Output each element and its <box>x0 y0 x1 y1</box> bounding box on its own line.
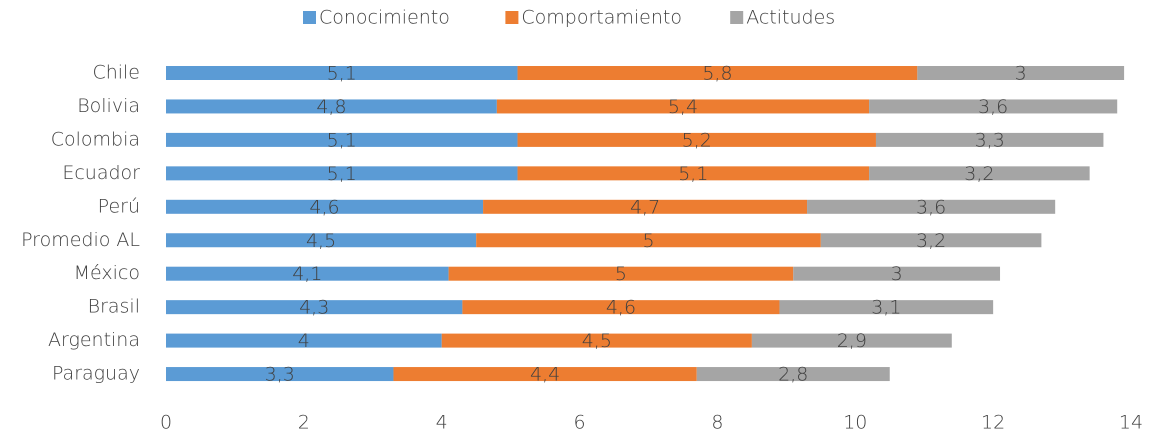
bar-segment <box>869 99 1118 114</box>
bar-segment <box>696 367 890 382</box>
bar-segment <box>441 333 752 348</box>
bar-segment <box>820 233 1042 248</box>
legend-swatch <box>730 11 744 24</box>
data-label: 4 <box>298 330 310 352</box>
bar-segment <box>517 66 918 80</box>
bar-segment <box>793 266 1001 281</box>
bar-segment <box>779 300 994 315</box>
legend-label: Conocimiento <box>319 7 450 29</box>
bar-segment <box>875 132 1104 147</box>
bar-segment <box>751 333 952 348</box>
bar-segment <box>166 266 449 281</box>
data-label: 4,5 <box>306 230 336 252</box>
y-tick-label: Paraguay <box>52 363 140 385</box>
x-tick-label: 6 <box>574 412 586 434</box>
y-tick-label: Brasil <box>88 296 140 318</box>
bar-segment <box>517 132 876 147</box>
data-label: 4,6 <box>606 297 636 319</box>
x-tick-label: 0 <box>160 412 172 434</box>
data-label: 5,1 <box>327 63 357 85</box>
bar-segment <box>496 99 870 114</box>
data-label: 5 <box>615 263 627 285</box>
data-label: 5,1 <box>327 129 357 151</box>
data-label: 3,3 <box>975 129 1005 151</box>
data-label: 3 <box>891 263 903 285</box>
bar-segment <box>166 333 442 348</box>
y-tick-label: Bolivia <box>77 95 140 117</box>
bar-segment <box>166 99 497 114</box>
data-label: 5 <box>642 230 654 252</box>
data-label: 5,1 <box>327 163 357 185</box>
bar-segment <box>517 166 870 181</box>
bar-segment <box>166 132 518 147</box>
data-label: 3,1 <box>871 297 901 319</box>
bar-segment <box>483 199 808 214</box>
y-tick-label: Chile <box>92 62 140 84</box>
y-tick-label: Colombia <box>51 128 140 150</box>
data-label: 3 <box>1015 63 1027 85</box>
legend-label: Actitudes <box>746 7 835 29</box>
data-label: 3,2 <box>916 230 946 252</box>
bar-segment <box>448 266 794 281</box>
x-tick-label: 4 <box>436 412 448 434</box>
x-tick-label: 10 <box>843 412 867 434</box>
legend-swatch <box>303 11 316 24</box>
y-tick-label: Promedio AL <box>21 229 140 251</box>
y-tick-label: Perú <box>98 195 140 217</box>
data-label: 4,4 <box>530 364 560 386</box>
data-label: 3,6 <box>916 196 946 218</box>
data-label: 4,3 <box>299 297 329 319</box>
data-label: 3,6 <box>978 96 1008 118</box>
legend-label: Comportamiento <box>521 7 682 29</box>
x-tick-label: 2 <box>298 412 310 434</box>
bar-segment <box>166 166 518 181</box>
y-tick-label: México <box>74 262 140 284</box>
bar-segment <box>917 66 1125 80</box>
data-label: 4,7 <box>630 196 660 218</box>
data-label: 5,2 <box>682 129 712 151</box>
data-label: 4,1 <box>292 263 322 285</box>
data-label: 4,5 <box>582 330 612 352</box>
bar-segment <box>166 66 518 80</box>
data-label: 2,9 <box>837 330 867 352</box>
bar-segment <box>869 166 1090 181</box>
x-tick-label: 14 <box>1119 412 1143 434</box>
bar-segment <box>166 233 477 248</box>
bar-segment <box>166 367 394 382</box>
data-label: 3,3 <box>265 364 295 386</box>
data-label: 2,8 <box>778 364 808 386</box>
x-tick-label: 8 <box>711 412 723 434</box>
legend-swatch <box>505 11 519 24</box>
data-label: 4,6 <box>309 196 339 218</box>
bar-segment <box>476 233 821 248</box>
data-label: 4,8 <box>316 96 346 118</box>
data-label: 5,4 <box>668 96 698 118</box>
bar-segment <box>807 199 1056 214</box>
bar-segment <box>166 199 484 214</box>
data-label: 5,1 <box>678 163 708 185</box>
bar-segment <box>393 367 697 382</box>
bar-segment <box>462 300 780 315</box>
data-label: 3,2 <box>964 163 994 185</box>
x-tick-label: 12 <box>981 412 1005 434</box>
bar-segment <box>166 300 463 315</box>
y-tick-label: Argentina <box>48 329 140 351</box>
data-label: 5,8 <box>702 63 732 85</box>
y-tick-label: Ecuador <box>62 162 140 184</box>
